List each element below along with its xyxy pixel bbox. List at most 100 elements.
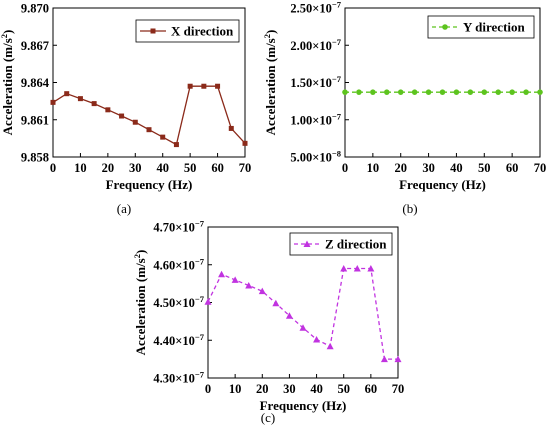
data-point bbox=[215, 83, 221, 89]
x-tick-label: 40 bbox=[450, 161, 463, 175]
series-group bbox=[342, 89, 543, 95]
data-point bbox=[204, 298, 212, 305]
series-group bbox=[204, 265, 402, 363]
y-tick-label: 9.858 bbox=[21, 151, 49, 165]
x-tick-label: 20 bbox=[394, 161, 407, 175]
x-axis-label: Frequency (Hz) bbox=[106, 177, 193, 192]
chart-panel-1: 0 10 20 30 40 50 60 70 5.00×10−8 1.00×10−7 1.50×10… bbox=[262, 0, 546, 216]
data-point bbox=[231, 276, 239, 283]
data-point bbox=[173, 142, 179, 148]
data-point bbox=[367, 265, 375, 272]
x-tick-label: 30 bbox=[422, 161, 435, 175]
legend-box bbox=[135, 19, 240, 43]
y-tick-label: 5.00×10−8 bbox=[290, 149, 341, 165]
data-point bbox=[397, 89, 404, 95]
y-tick-label: 1.00×10−7 bbox=[290, 111, 341, 127]
y-axis-label: Acceleration (m/s2) bbox=[132, 250, 148, 356]
data-point bbox=[509, 89, 515, 95]
x-tick-label: 70 bbox=[534, 161, 547, 175]
x-tick-label: 0 bbox=[50, 161, 56, 175]
x-tick-label: 40 bbox=[156, 161, 169, 175]
legend-swatch-marker bbox=[442, 24, 448, 30]
data-point bbox=[160, 134, 166, 140]
data-point bbox=[64, 91, 70, 97]
data-point bbox=[353, 265, 361, 272]
y-tick-label: 2.50×10−7 bbox=[290, 0, 341, 16]
data-point bbox=[50, 99, 56, 105]
y-tick-label: 9.870 bbox=[21, 2, 49, 16]
data-point bbox=[439, 89, 446, 95]
data-point bbox=[411, 89, 418, 95]
data-point bbox=[299, 324, 307, 331]
data-point bbox=[523, 89, 529, 95]
series-group bbox=[50, 83, 248, 148]
x-tick-label: 50 bbox=[337, 382, 350, 396]
x-tick-label: 30 bbox=[129, 161, 142, 175]
panel-label: (a) bbox=[117, 201, 131, 216]
x-tick-label: 50 bbox=[184, 161, 197, 175]
y-tick-label: 2.00×10−7 bbox=[290, 37, 341, 53]
y-tick-label: 9.864 bbox=[21, 76, 50, 90]
x-tick-label: 20 bbox=[102, 161, 115, 175]
data-point bbox=[537, 89, 543, 95]
data-point bbox=[453, 89, 460, 95]
legend-label: Y direction bbox=[463, 20, 526, 35]
x-tick-label: 10 bbox=[229, 382, 242, 396]
x-tick-label: 40 bbox=[310, 382, 323, 396]
data-point bbox=[495, 89, 502, 95]
data-point bbox=[258, 287, 266, 295]
x-axis-label: Frequency (Hz) bbox=[260, 398, 347, 413]
x-tick-label: 70 bbox=[239, 161, 252, 175]
data-point bbox=[380, 355, 388, 363]
data-point bbox=[285, 312, 293, 319]
data-point bbox=[201, 83, 207, 89]
data-point bbox=[370, 89, 376, 95]
y-tick-label: 4.30×10−7 bbox=[153, 370, 204, 386]
legend-box bbox=[289, 232, 393, 256]
data-point bbox=[187, 83, 193, 89]
y-tick-label: 9.867 bbox=[21, 39, 49, 53]
data-point bbox=[105, 107, 111, 113]
data-point bbox=[340, 265, 348, 272]
data-point bbox=[228, 125, 234, 131]
data-point bbox=[326, 342, 334, 350]
chart-panel-2: 0 10 20 30 40 50 60 70 4.30×10−7 4.40×10−7 4.50×10… bbox=[132, 219, 404, 426]
x-tick-label: 10 bbox=[367, 161, 380, 175]
x-tick-label: 20 bbox=[256, 382, 269, 396]
data-point bbox=[481, 89, 488, 95]
data-point bbox=[467, 89, 474, 95]
legend-label: X direction bbox=[171, 24, 234, 39]
y-tick-label: 4.60×10−7 bbox=[153, 256, 204, 272]
x-tick-label: 0 bbox=[205, 382, 211, 396]
data-point bbox=[313, 335, 321, 343]
data-point bbox=[132, 119, 138, 125]
y-tick-label: 4.70×10−7 bbox=[153, 219, 204, 235]
x-axis-label: Frequency (Hz) bbox=[399, 177, 486, 192]
legend-box bbox=[427, 15, 535, 39]
legend-swatch-marker bbox=[150, 28, 156, 34]
data-point bbox=[394, 355, 402, 363]
data-point bbox=[342, 89, 348, 95]
x-tick-label: 50 bbox=[478, 161, 491, 175]
data-point bbox=[242, 140, 248, 146]
legend-swatch-marker bbox=[303, 240, 311, 247]
data-point bbox=[146, 127, 152, 133]
chart-panel-0: 0 10 20 30 40 50 60 70 9.858 9.861 9.864 9.867 9.870… bbox=[0, 2, 251, 217]
legend-label: Z direction bbox=[325, 237, 387, 252]
x-tick-label: 0 bbox=[342, 161, 348, 175]
x-tick-label: 30 bbox=[283, 382, 296, 396]
series-line bbox=[52, 85, 246, 146]
data-point bbox=[218, 270, 226, 278]
y-tick-label: 4.50×10−7 bbox=[153, 294, 204, 310]
data-point bbox=[383, 89, 390, 95]
y-axis-label: Acceleration (m/s2) bbox=[0, 30, 15, 136]
y-tick-label: 4.40×10−7 bbox=[153, 332, 204, 348]
y-tick-label: 1.50×10−7 bbox=[290, 74, 341, 90]
x-tick-label: 70 bbox=[392, 382, 405, 396]
y-tick-label: 9.861 bbox=[21, 113, 49, 127]
x-tick-label: 60 bbox=[506, 161, 519, 175]
panel-label: (b) bbox=[402, 201, 417, 216]
data-point bbox=[356, 89, 362, 95]
y-axis-label: Acceleration (m/s2) bbox=[262, 30, 278, 136]
x-tick-label: 60 bbox=[365, 382, 378, 396]
